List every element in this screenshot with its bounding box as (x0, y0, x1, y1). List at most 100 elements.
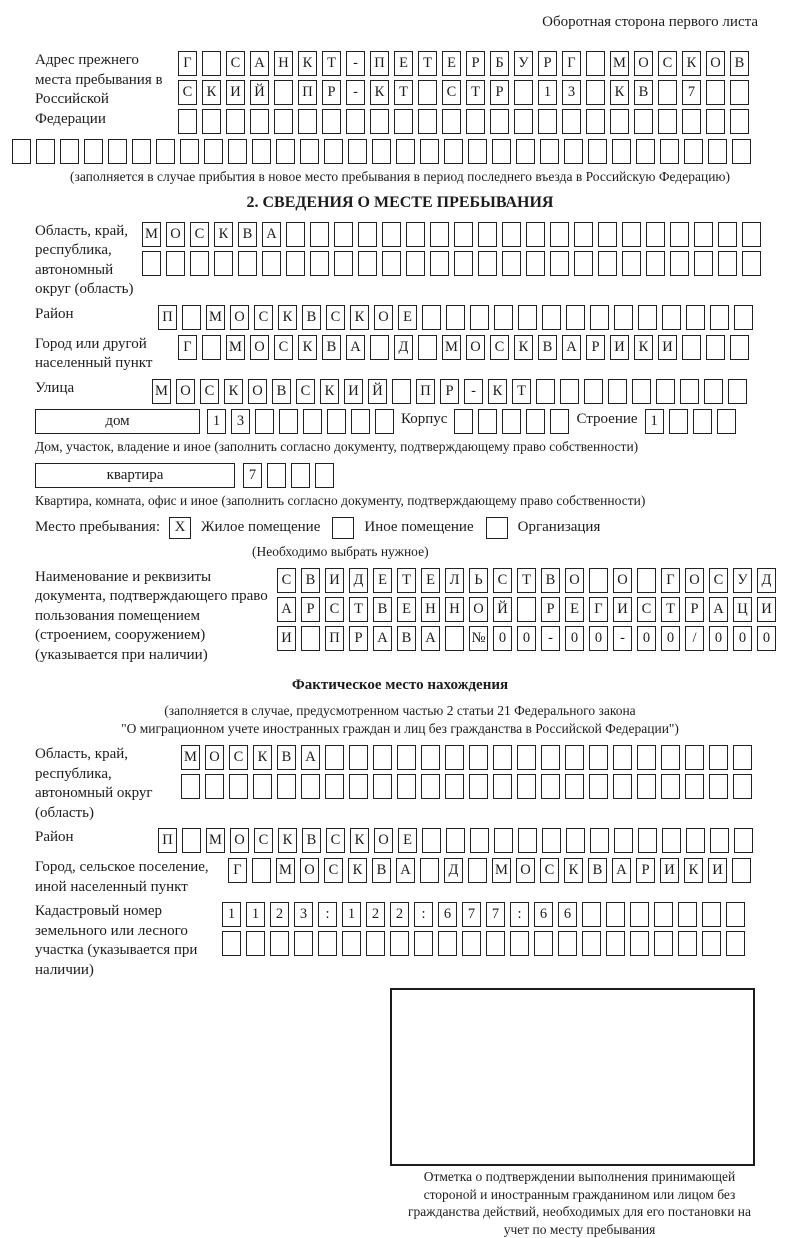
char-cell[interactable]: П (416, 378, 435, 404)
char-cell[interactable] (590, 828, 609, 854)
char-cell[interactable]: Р (440, 378, 459, 404)
char-cell[interactable] (420, 858, 439, 884)
char-cell[interactable]: Г (661, 567, 680, 593)
char-cell[interactable] (702, 902, 721, 928)
char-cell[interactable]: К (214, 221, 233, 247)
char-cell[interactable]: А (562, 334, 581, 360)
char-cell[interactable]: 3 (562, 80, 581, 105)
char-cell[interactable]: М (206, 828, 225, 854)
char-cell[interactable] (84, 139, 103, 164)
char-cell[interactable] (542, 828, 561, 854)
char-cell[interactable] (550, 221, 569, 247)
char-cell[interactable] (422, 304, 441, 330)
char-cell[interactable] (390, 931, 409, 957)
char-cell[interactable] (267, 462, 286, 488)
char-cell[interactable]: М (181, 745, 200, 771)
char-cell[interactable] (558, 931, 577, 957)
char-cell[interactable]: Т (394, 80, 413, 105)
char-cell[interactable]: 1 (644, 408, 664, 434)
char-cell[interactable]: Й (493, 596, 512, 622)
char-cell[interactable] (406, 250, 425, 276)
char-cell[interactable] (538, 109, 557, 134)
char-cell[interactable] (178, 109, 197, 134)
char-cell[interactable] (694, 250, 713, 276)
char-cell[interactable] (478, 408, 498, 434)
char-cell[interactable]: Т (322, 51, 341, 76)
char-cell[interactable]: К (610, 80, 629, 105)
char-cell[interactable] (678, 902, 697, 928)
char-cell[interactable] (734, 304, 753, 330)
char-cell[interactable] (638, 304, 657, 330)
char-cell[interactable]: М (206, 304, 225, 330)
char-cell[interactable]: / (685, 625, 704, 651)
char-cell[interactable] (322, 109, 341, 134)
char-cell[interactable] (704, 378, 723, 404)
char-cell[interactable]: С (490, 334, 509, 360)
char-cell[interactable] (646, 250, 665, 276)
char-cell[interactable]: Д (757, 567, 776, 593)
char-cell[interactable] (470, 304, 489, 330)
char-cell[interactable]: В (538, 334, 557, 360)
char-cell[interactable]: А (709, 596, 728, 622)
char-cell[interactable]: Й (250, 80, 269, 105)
char-cell[interactable]: И (277, 625, 296, 651)
char-cell[interactable]: Р (586, 334, 605, 360)
char-cell[interactable] (630, 931, 649, 957)
char-cell[interactable] (662, 304, 681, 330)
char-cell[interactable]: И (658, 334, 677, 360)
char-cell[interactable]: Е (397, 596, 416, 622)
char-cell[interactable]: У (733, 567, 752, 593)
char-cell[interactable]: А (373, 625, 392, 651)
char-cell[interactable] (680, 378, 699, 404)
char-cell[interactable] (108, 139, 127, 164)
char-cell[interactable]: 0 (757, 625, 776, 651)
char-cell[interactable]: 2 (366, 902, 385, 928)
char-cell[interactable]: Т (512, 378, 531, 404)
char-cell[interactable] (685, 745, 704, 771)
char-cell[interactable] (358, 250, 377, 276)
char-cell[interactable]: К (298, 334, 317, 360)
char-cell[interactable] (718, 250, 737, 276)
char-cell[interactable] (730, 80, 749, 105)
char-cell[interactable]: Р (322, 80, 341, 105)
char-cell[interactable]: В (322, 334, 341, 360)
char-cell[interactable] (517, 774, 536, 800)
char-cell[interactable]: А (421, 625, 440, 651)
char-cell[interactable] (166, 250, 185, 276)
char-cell[interactable] (250, 109, 269, 134)
char-cell[interactable]: О (230, 828, 249, 854)
char-cell[interactable]: У (514, 51, 533, 76)
char-cell[interactable] (564, 139, 583, 164)
char-cell[interactable] (718, 221, 737, 247)
char-cell[interactable] (156, 139, 175, 164)
char-cell[interactable]: М (610, 51, 629, 76)
char-cell[interactable] (612, 139, 631, 164)
char-cell[interactable] (180, 139, 199, 164)
char-cell[interactable] (229, 774, 248, 800)
char-cell[interactable] (586, 109, 605, 134)
char-cell[interactable] (205, 774, 224, 800)
char-cell[interactable]: С (658, 51, 677, 76)
char-cell[interactable]: Г (178, 334, 197, 360)
char-cell[interactable] (598, 250, 617, 276)
char-cell[interactable]: С (277, 567, 296, 593)
char-cell[interactable]: 0 (637, 625, 656, 651)
char-cell[interactable] (716, 408, 736, 434)
char-cell[interactable] (291, 462, 310, 488)
char-cell[interactable]: Р (349, 625, 368, 651)
char-cell[interactable]: К (202, 80, 221, 105)
char-cell[interactable]: Е (398, 304, 417, 330)
char-cell[interactable] (726, 902, 745, 928)
char-cell[interactable] (654, 931, 673, 957)
char-cell[interactable]: В (302, 828, 321, 854)
char-cell[interactable]: К (348, 858, 367, 884)
char-cell[interactable] (614, 304, 633, 330)
char-cell[interactable]: С (229, 745, 248, 771)
char-cell[interactable]: П (325, 625, 344, 651)
char-cell[interactable] (560, 378, 579, 404)
char-cell[interactable] (518, 828, 537, 854)
char-cell[interactable] (656, 378, 675, 404)
char-cell[interactable]: К (350, 304, 369, 330)
char-cell[interactable] (421, 745, 440, 771)
char-cell[interactable] (370, 334, 389, 360)
